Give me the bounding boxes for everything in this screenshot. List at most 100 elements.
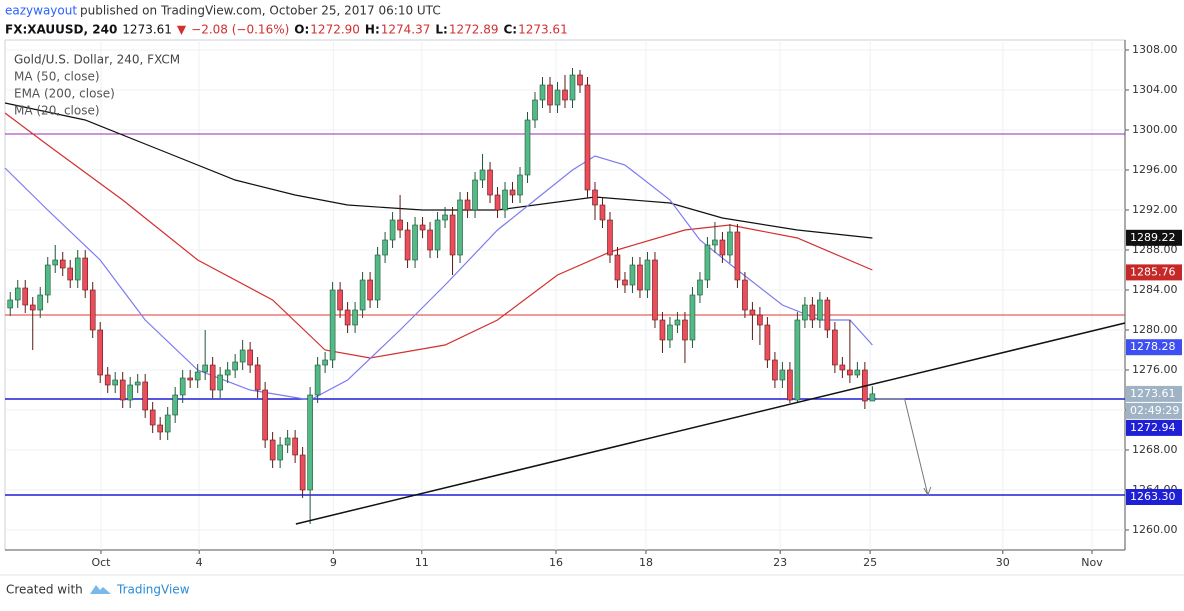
candle-body	[254, 364, 261, 391]
candle-body	[644, 259, 651, 291]
candle-body	[149, 409, 156, 426]
quote-part: 1272.90	[310, 23, 360, 37]
candle-body	[134, 381, 141, 386]
candle-body	[509, 189, 516, 196]
candle-body	[7, 299, 14, 309]
countdown-label-box	[1126, 402, 1182, 419]
candle-body	[157, 424, 163, 433]
y-tick-label: 1296.00	[1132, 163, 1178, 176]
footer-brand[interactable]: TradingView	[116, 583, 190, 597]
candle-body	[127, 384, 133, 401]
candle-body	[239, 349, 246, 363]
legend-entry: MA (20, close)	[14, 104, 100, 118]
candle-body	[674, 319, 681, 326]
candle-body	[607, 219, 613, 256]
y-tick-label: 1292.00	[1132, 203, 1178, 216]
candle-body	[164, 414, 171, 433]
candle-body	[517, 174, 523, 196]
candle-body	[217, 374, 223, 391]
bid-label: 1272.94	[1130, 421, 1176, 434]
x-tick-label: 4	[196, 556, 203, 569]
candle-body	[494, 194, 501, 211]
candle-body	[839, 364, 846, 371]
candle-body	[359, 279, 366, 311]
y-tick-label: 1260.00	[1132, 523, 1178, 536]
candle-body	[247, 349, 253, 366]
candle-body	[682, 319, 688, 341]
candle-body	[412, 224, 418, 261]
candle-body	[119, 379, 126, 401]
candle-body	[67, 267, 74, 281]
candle-body	[817, 299, 823, 321]
candle-body	[232, 361, 238, 371]
price-label: 1278.28	[1130, 340, 1176, 353]
candle-body	[802, 304, 808, 321]
x-tick-label: Oct	[91, 556, 111, 569]
quote-part: L:	[435, 23, 447, 37]
price-label: 1289.22	[1130, 231, 1176, 244]
candle-body	[344, 309, 351, 326]
y-tick-label: 1308.00	[1132, 43, 1178, 56]
candle-body	[554, 89, 561, 106]
candle-body	[112, 379, 119, 386]
quote-part: FX:XAUUSD, 240	[5, 23, 117, 37]
candle-body	[479, 169, 486, 181]
candle-body	[599, 204, 606, 221]
candle-body	[367, 279, 373, 301]
quote-part: H:	[365, 23, 380, 37]
author[interactable]: eazywayout	[5, 4, 77, 18]
candle-body	[104, 374, 111, 386]
candle-body	[847, 369, 853, 376]
price-label-box	[1126, 229, 1182, 246]
candle-body	[14, 287, 21, 301]
legend-title: Gold/U.S. Dollar, 240, FXCM	[14, 53, 180, 67]
published: published on TradingView.com, October 25…	[80, 4, 441, 18]
candle-body	[502, 189, 508, 211]
candle-body	[442, 214, 448, 221]
candle-body	[74, 257, 81, 281]
candle-body	[352, 309, 358, 326]
candle-body	[637, 264, 643, 291]
x-tick-label: 11	[415, 556, 429, 569]
y-tick-label: 1288.00	[1132, 243, 1178, 256]
candle-body	[262, 389, 268, 441]
candle-body	[322, 359, 328, 366]
candle-body	[172, 394, 178, 416]
price-label: 1263.30	[1130, 490, 1176, 503]
quote-part: ▼	[177, 23, 187, 37]
candle-body	[224, 369, 231, 376]
price-label: 1273.61	[1130, 387, 1176, 400]
moving-average	[4, 155, 873, 401]
candle-body	[187, 377, 193, 381]
price-label-box	[1126, 264, 1182, 281]
footer-created: Created with	[6, 583, 83, 597]
candle-body	[179, 377, 186, 396]
candle-body	[629, 264, 636, 286]
candle-body	[787, 369, 793, 401]
candle-body	[194, 371, 201, 381]
candle-body	[29, 304, 36, 311]
candle-body	[697, 279, 703, 296]
brand-icon	[90, 585, 111, 594]
candle-body	[457, 199, 463, 256]
candle-body	[727, 231, 733, 256]
x-tick-label: 23	[773, 556, 787, 569]
quote-part: 1273.61	[518, 23, 568, 37]
quote-part: 1274.37	[381, 23, 431, 37]
candle-body	[22, 287, 29, 306]
candle-body	[569, 74, 576, 101]
candle-body	[614, 254, 621, 281]
price-label: 1285.76	[1130, 265, 1176, 278]
candle-body	[44, 264, 51, 296]
candle-body	[329, 289, 336, 361]
candle-body	[577, 74, 583, 86]
candle-body	[547, 84, 553, 106]
candle-body	[652, 259, 658, 321]
candle-body	[742, 279, 748, 311]
y-tick-label: 1268.00	[1132, 443, 1178, 456]
candle-body	[532, 99, 538, 121]
legend-entry: MA (50, close)	[14, 70, 100, 84]
candle-body	[622, 279, 628, 286]
candle-body	[202, 364, 208, 373]
